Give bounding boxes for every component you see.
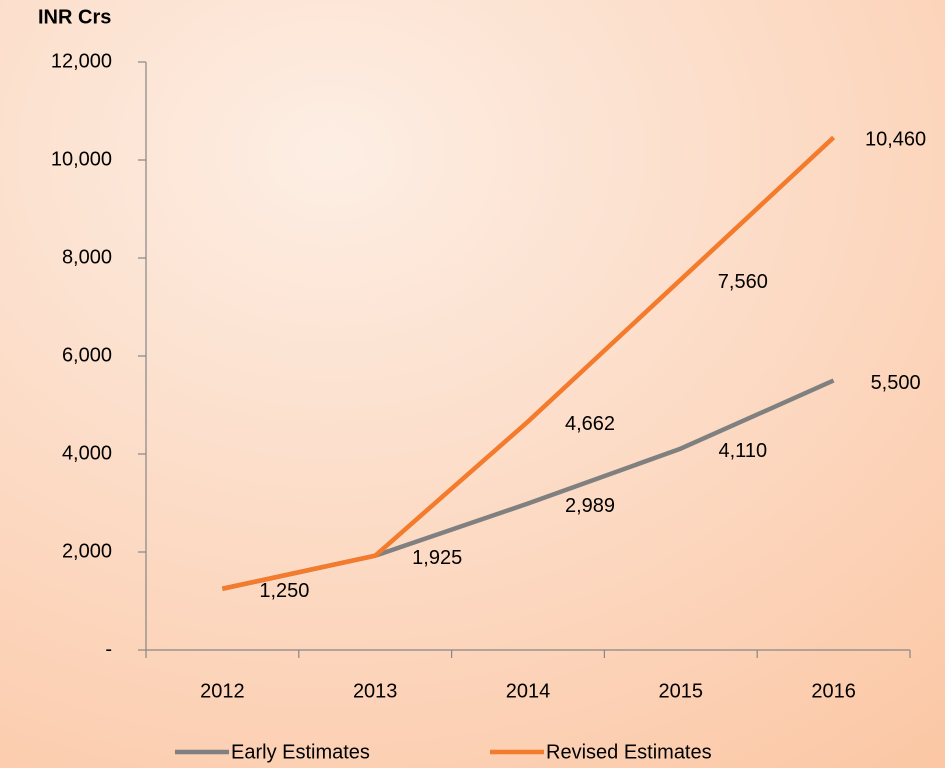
data-label: 2,989 [565, 495, 615, 517]
legend-label: Early Estimates [231, 741, 370, 763]
y-tick-label: - [105, 638, 112, 660]
y-tick-label: 10,000 [51, 148, 112, 170]
y-axis-title: INR Crs [38, 6, 111, 28]
data-label: 5,500 [871, 372, 921, 394]
data-label: 4,110 [719, 440, 768, 462]
x-tick-label: 2016 [811, 680, 856, 702]
x-tick-label: 2015 [659, 680, 704, 702]
x-tick-label: 2012 [200, 680, 245, 702]
x-tick-label: 2014 [506, 680, 551, 702]
data-label: 1,925 [412, 547, 462, 569]
data-label: 1,250 [259, 580, 309, 602]
y-tick-label: 6,000 [62, 344, 112, 366]
data-label: 4,662 [565, 413, 615, 435]
y-tick-label: 4,000 [62, 442, 112, 464]
data-label: 7,560 [718, 271, 768, 293]
series-line [221, 135, 836, 591]
y-tick-label: 2,000 [62, 540, 112, 562]
data-label: 10,460 [865, 129, 926, 151]
legend-label: Revised Estimates [546, 741, 712, 763]
y-tick-label: 12,000 [51, 50, 112, 72]
x-tick-label: 2013 [353, 680, 398, 702]
y-tick-label: 8,000 [62, 246, 112, 268]
